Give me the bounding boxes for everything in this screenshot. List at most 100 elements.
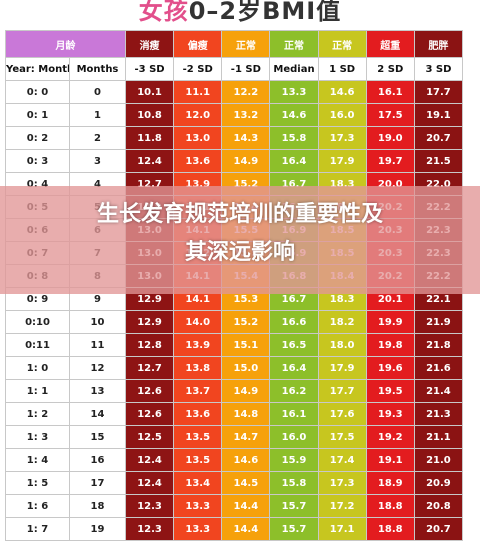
- bmi-value-cell: 17.1: [317, 517, 367, 541]
- bmi-value-cell: 16.4: [269, 356, 319, 380]
- bmi-value-cell: 10.1: [124, 80, 175, 104]
- bmi-value-cell: 17.3: [317, 126, 367, 150]
- title-rest: 0–2岁BMI值: [188, 0, 342, 25]
- sd-header: 1 SD: [317, 57, 367, 81]
- bmi-value-cell: 14.4: [221, 517, 271, 541]
- bmi-value-cell: 14.5: [221, 471, 271, 495]
- table-row: 1: 2 14 12.6 13.6 14.8 16.1 17.6 19.3 21.3: [5, 402, 464, 426]
- bmi-value-cell: 16.5: [269, 333, 319, 357]
- bmi-value-cell: 15.8: [269, 126, 319, 150]
- bmi-value-cell: 15.2: [221, 310, 271, 334]
- bmi-value-cell: 15.0: [221, 356, 271, 380]
- table-row: 1: 5 17 12.4 13.4 14.5 15.8 17.3 18.9 20.9: [5, 471, 464, 495]
- age-cell: 1: 1: [5, 379, 70, 403]
- category-header: 肥胖: [413, 30, 464, 58]
- sd-header: 2 SD: [365, 57, 415, 81]
- bmi-value-cell: 17.4: [317, 448, 367, 472]
- bmi-value-cell: 13.3: [173, 517, 223, 541]
- bmi-value-cell: 13.4: [173, 471, 223, 495]
- months-header: Months: [69, 57, 126, 81]
- bmi-value-cell: 13.8: [173, 356, 223, 380]
- category-header: 正常: [269, 30, 319, 58]
- age-cell: 0: 1: [5, 103, 70, 127]
- bmi-value-cell: 16.2: [269, 379, 319, 403]
- bmi-value-cell: 17.7: [317, 379, 367, 403]
- bmi-value-cell: 18.8: [365, 517, 415, 541]
- bmi-value-cell: 12.6: [124, 379, 175, 403]
- bmi-value-cell: 14.6: [317, 80, 367, 104]
- bmi-value-cell: 19.5: [365, 379, 415, 403]
- months-cell: 10: [69, 310, 126, 334]
- bmi-value-cell: 14.6: [269, 103, 319, 127]
- bmi-value-cell: 19.1: [413, 103, 464, 127]
- table-row: 0: 0 0 10.1 11.1 12.2 13.3 14.6 16.1 17.7: [5, 80, 464, 104]
- table-row: 0: 2 2 11.8 13.0 14.3 15.8 17.3 19.0 20.7: [5, 126, 464, 150]
- banner-line: 其深远影响: [184, 240, 295, 265]
- bmi-value-cell: 15.7: [269, 517, 319, 541]
- bmi-value-cell: 11.8: [124, 126, 175, 150]
- table-row: 0:11 11 12.8 13.9 15.1 16.5 18.0 19.8 21.8: [5, 333, 464, 357]
- title-prefix: 女孩: [138, 0, 189, 25]
- sd-header: -1 SD: [221, 57, 271, 81]
- months-cell: 17: [69, 471, 126, 495]
- months-cell: 16: [69, 448, 126, 472]
- bmi-value-cell: 20.9: [413, 471, 464, 495]
- bmi-value-cell: 12.3: [124, 494, 175, 518]
- table-row: 0: 3 3 12.4 13.6 14.9 16.4 17.9 19.7 21.5: [5, 149, 464, 173]
- months-cell: 15: [69, 425, 126, 449]
- bmi-value-cell: 21.8: [413, 333, 464, 357]
- age-cell: 0: 2: [5, 126, 70, 150]
- months-cell: 12: [69, 356, 126, 380]
- bmi-value-cell: 13.6: [173, 149, 223, 173]
- category-header: 偏瘦: [173, 30, 223, 58]
- category-header: 超重: [365, 30, 415, 58]
- bmi-value-cell: 21.9: [413, 310, 464, 334]
- months-cell: 18: [69, 494, 126, 518]
- bmi-table-body: 0: 0 0 10.1 11.1 12.2 13.3 14.6 16.1 17.7 0: 1 1 10…: [5, 80, 464, 541]
- sd-header-row: Year: Month Months -3 SD -2 SD -1 SD Med…: [5, 57, 464, 81]
- months-cell: 3: [69, 149, 126, 173]
- bmi-value-cell: 21.4: [413, 379, 464, 403]
- bmi-value-cell: 13.3: [269, 80, 319, 104]
- bmi-value-cell: 14.6: [221, 448, 271, 472]
- table-row: 1: 0 12 12.7 13.8 15.0 16.4 17.9 19.6 21.6: [5, 356, 464, 380]
- months-cell: 0: [69, 80, 126, 104]
- bmi-value-cell: 16.1: [269, 402, 319, 426]
- table-row: 1: 6 18 12.3 13.3 14.4 15.7 17.2 18.8 20.8: [5, 494, 464, 518]
- bmi-value-cell: 19.9: [365, 310, 415, 334]
- bmi-value-cell: 17.6: [317, 402, 367, 426]
- bmi-value-cell: 18.9: [365, 471, 415, 495]
- age-cell: 1: 2: [5, 402, 70, 426]
- sd-header: -2 SD: [173, 57, 223, 81]
- months-cell: 19: [69, 517, 126, 541]
- bmi-value-cell: 13.0: [173, 126, 223, 150]
- bmi-value-cell: 17.3: [317, 471, 367, 495]
- bmi-value-cell: 15.9: [269, 448, 319, 472]
- bmi-value-cell: 14.8: [221, 402, 271, 426]
- age-cell: 0: 0: [5, 80, 70, 104]
- bmi-value-cell: 21.0: [413, 448, 464, 472]
- age-cell: 1: 7: [5, 517, 70, 541]
- bmi-value-cell: 13.3: [173, 494, 223, 518]
- bmi-value-cell: 12.6: [124, 402, 175, 426]
- banner-title: 生长发育规范培训的重要性及 其深远影响: [0, 196, 480, 272]
- bmi-value-cell: 15.1: [221, 333, 271, 357]
- bmi-value-cell: 17.7: [413, 80, 464, 104]
- bmi-value-cell: 16.0: [269, 425, 319, 449]
- bmi-value-cell: 17.5: [317, 425, 367, 449]
- age-cell: 1: 6: [5, 494, 70, 518]
- bmi-value-cell: 12.4: [124, 149, 175, 173]
- bmi-value-cell: 13.9: [173, 333, 223, 357]
- bmi-value-cell: 21.3: [413, 402, 464, 426]
- months-cell: 1: [69, 103, 126, 127]
- months-cell: 2: [69, 126, 126, 150]
- bmi-value-cell: 17.9: [317, 149, 367, 173]
- bmi-value-cell: 12.9: [124, 310, 175, 334]
- bmi-value-cell: 14.9: [221, 149, 271, 173]
- bmi-value-cell: 14.4: [221, 494, 271, 518]
- months-cell: 14: [69, 402, 126, 426]
- sd-header: Median: [269, 57, 319, 81]
- bmi-value-cell: 13.5: [173, 425, 223, 449]
- bmi-value-cell: 19.3: [365, 402, 415, 426]
- age-header: 月龄: [5, 30, 126, 58]
